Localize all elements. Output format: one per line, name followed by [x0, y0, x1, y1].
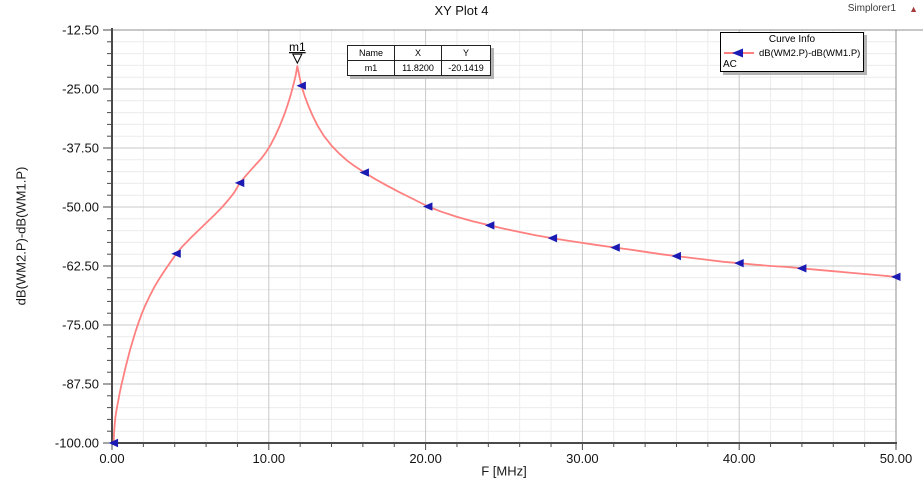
marker-y-cell: -20.1419	[441, 60, 491, 76]
plot-border	[111, 29, 897, 444]
curve-marker-icon	[610, 243, 620, 252]
marker-table-header: Name	[347, 45, 395, 61]
legend-solution-label: AC	[723, 59, 737, 70]
legend-swatch-marker-icon	[732, 48, 743, 58]
marker-table-header-row: Name X Y	[347, 45, 491, 61]
curve-marker-icon	[108, 438, 119, 448]
y-tick-label: -100.00	[55, 436, 99, 451]
marker-table[interactable]: Name X Y m1 11.8200 -20.1419	[347, 45, 491, 76]
y-tick-label: -25.00	[62, 82, 99, 97]
y-tick-label: -50.00	[62, 200, 99, 215]
project-name-label: Simplorer1	[847, 3, 897, 14]
curve-series[interactable]	[112, 65, 897, 444]
x-tick-label: 0.00	[99, 451, 124, 466]
y-tick-label: -87.50	[62, 377, 99, 392]
curve-marker-icon	[234, 178, 245, 188]
curve-marker-icon	[422, 202, 433, 211]
red-triangle-icon: ▲	[909, 3, 918, 14]
y-tick-label: -12.50	[62, 23, 99, 38]
project-label-group: Simplorer1 ▲	[848, 3, 918, 14]
plot-title: XY Plot 4	[434, 3, 489, 18]
curve-marker-icon	[171, 249, 181, 258]
y-tick-label: -37.50	[62, 141, 99, 156]
y-tick-label: -62.50	[62, 259, 99, 274]
legend-title: Curve Info	[768, 34, 816, 45]
curve-marker-icon	[484, 221, 495, 230]
peak-marker-label: m1	[289, 40, 306, 54]
curve-swatch-icon	[724, 48, 754, 58]
marker-table-header: Y	[441, 45, 491, 61]
marker-table-header: X	[394, 45, 442, 61]
x-tick-label: 20.00	[409, 451, 442, 466]
x-tick-label: 50.00	[880, 451, 913, 466]
y-tick-label: -75.00	[62, 318, 99, 333]
curve-marker-icon	[671, 251, 681, 261]
legend-curve-label: dB(WM2.P)-dB(WM1.P)	[759, 47, 861, 59]
x-tick-label: 30.00	[566, 451, 599, 466]
marker-table-row: m1 11.8200 -20.1419	[347, 60, 491, 76]
y-axis-title: dB(WM2.P)-dB(WM1.P)	[13, 166, 29, 306]
curve-marker-icon	[734, 258, 744, 268]
x-tick-label: 40.00	[723, 451, 756, 466]
curve-marker-icon	[296, 81, 306, 90]
peak-marker-icon[interactable]	[292, 53, 303, 65]
x-tick-label: 10.00	[253, 451, 286, 466]
curve-marker-icon	[359, 168, 369, 177]
curve-marker-icon	[547, 233, 558, 243]
curve-marker-icon	[796, 264, 807, 273]
marker-name-cell: m1	[347, 60, 395, 76]
legend-entry[interactable]: dB(WM2.P)-dB(WM1.P)	[723, 47, 861, 59]
marker-x-cell: 11.8200	[394, 60, 442, 76]
legend-box[interactable]: Curve Info dB(WM2.P)-dB(WM1.P) AC	[720, 32, 864, 72]
x-axis-title: F [MHz]	[481, 463, 527, 479]
curve-marker-icon	[891, 272, 901, 282]
